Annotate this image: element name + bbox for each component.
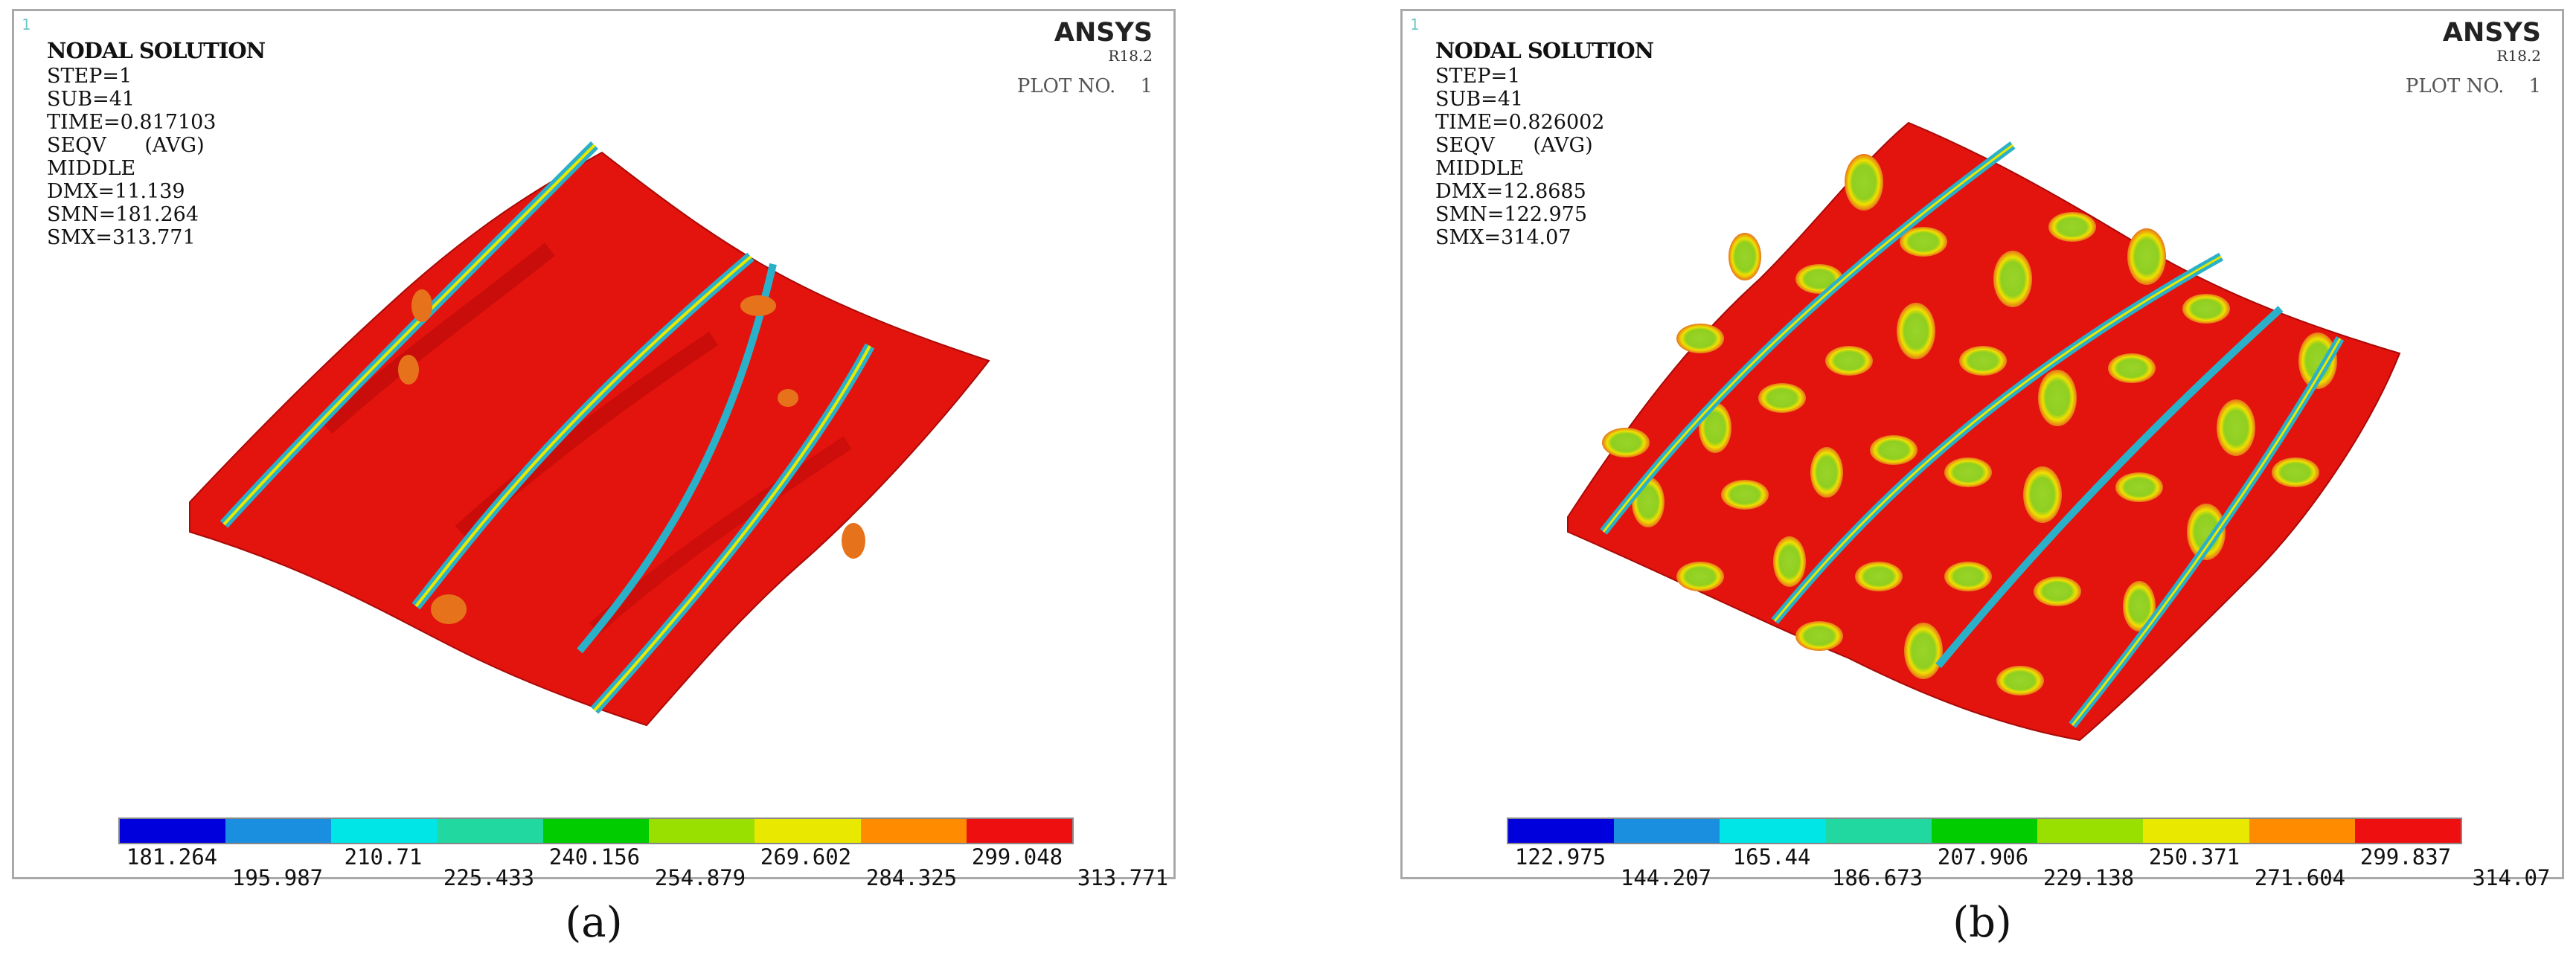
info-seqv: SEQV (AVG) (47, 134, 205, 157)
stiffener (1773, 255, 2222, 622)
legend-swatch (1720, 819, 1826, 843)
plot-number: PLOT NO. 1 (2405, 75, 2541, 97)
stiffener (577, 263, 777, 654)
dark-band (589, 436, 852, 635)
info-step: STEP=1 (47, 65, 132, 88)
color-legend-bar (1507, 818, 2462, 844)
stiffener (1602, 144, 2013, 533)
contour-plot-panel-a: 1 NODAL SOLUTION STEP=1 SUB=41 TIME=0.81… (12, 9, 1176, 890)
plot-number: PLOT NO. 1 (1016, 75, 1153, 97)
info-middle: MIDDLE (1435, 157, 1525, 180)
info-time: TIME=0.826002 (1435, 111, 1605, 134)
info-sub: SUB=41 (1435, 88, 1524, 111)
figure-caption-a: (a) (565, 899, 623, 947)
stress-spot (431, 594, 467, 624)
legend-swatch (120, 819, 226, 843)
legend-swatch (754, 819, 861, 843)
legend-swatch (2037, 819, 2144, 843)
legend-swatch (2354, 819, 2461, 843)
legend-swatch (860, 819, 967, 843)
figure-caption-b: (b) (1952, 899, 2012, 947)
plot-info-block: NODAL SOLUTION STEP=1 SUB=41 TIME=0.8260… (1435, 36, 1654, 249)
revision-label: R18.2 (2496, 47, 2541, 65)
brand-name: ANSYS (1054, 18, 1153, 48)
info-smx: SMX=313.771 (47, 226, 196, 249)
legend-swatch (225, 819, 332, 843)
header-title: NODAL SOLUTION (1435, 38, 1654, 63)
color-legend-bar (118, 818, 1074, 844)
plate-surface (189, 151, 990, 727)
legend-swatch (437, 819, 543, 843)
plot-info-block: NODAL SOLUTION STEP=1 SUB=41 TIME=0.8171… (47, 36, 266, 249)
info-step: STEP=1 (1435, 65, 1521, 88)
stiffener (2071, 338, 2342, 726)
stiffener (1935, 306, 2284, 669)
header-title: NODAL SOLUTION (47, 38, 266, 63)
info-sub: SUB=41 (47, 88, 135, 111)
ansys-logo: ANSYS R18.2 (2443, 19, 2541, 65)
stress-spot (740, 295, 776, 316)
legend-swatch (1614, 819, 1720, 843)
stiffened-plate-contour-b (1567, 121, 2401, 742)
revision-label: R18.2 (1108, 47, 1153, 65)
dark-band (321, 242, 555, 434)
legend-swatch (1508, 819, 1615, 843)
info-smx: SMX=314.07 (1435, 226, 1571, 249)
info-seqv: SEQV (AVG) (1435, 134, 1593, 157)
stress-spot (842, 523, 865, 559)
window-number: 1 (1410, 16, 1420, 33)
legend-swatch (966, 819, 1072, 843)
legend-swatch (2249, 819, 2355, 843)
ansys-logo: ANSYS R18.2 (1054, 19, 1153, 65)
brand-name: ANSYS (2442, 18, 2541, 48)
legend-swatch (2143, 819, 2249, 843)
legend-swatch (649, 819, 755, 843)
stiffened-plate-contour-a (189, 141, 990, 727)
stiffener (593, 345, 871, 712)
stress-spot (778, 389, 798, 407)
info-time: TIME=0.817103 (47, 111, 217, 134)
window-number: 1 (22, 16, 31, 33)
info-dmx: DMX=12.8685 (1435, 180, 1586, 203)
stiffener (222, 144, 596, 526)
info-smn: SMN=122.975 (1435, 203, 1588, 226)
legend-swatch (1931, 819, 2038, 843)
info-smn: SMN=181.264 (47, 203, 199, 226)
info-dmx: DMX=11.139 (47, 180, 185, 203)
legend-swatch (331, 819, 438, 843)
legend-swatch (1825, 819, 1932, 843)
info-middle: MIDDLE (47, 157, 136, 180)
stress-spot (398, 355, 419, 385)
stiffener (414, 255, 752, 608)
legend-swatch (542, 819, 650, 843)
contour-plot-panel-b: 1 NODAL SOLUTION STEP=1 SUB=41 TIME=0.82… (1400, 9, 2564, 890)
stress-spot (411, 289, 432, 322)
